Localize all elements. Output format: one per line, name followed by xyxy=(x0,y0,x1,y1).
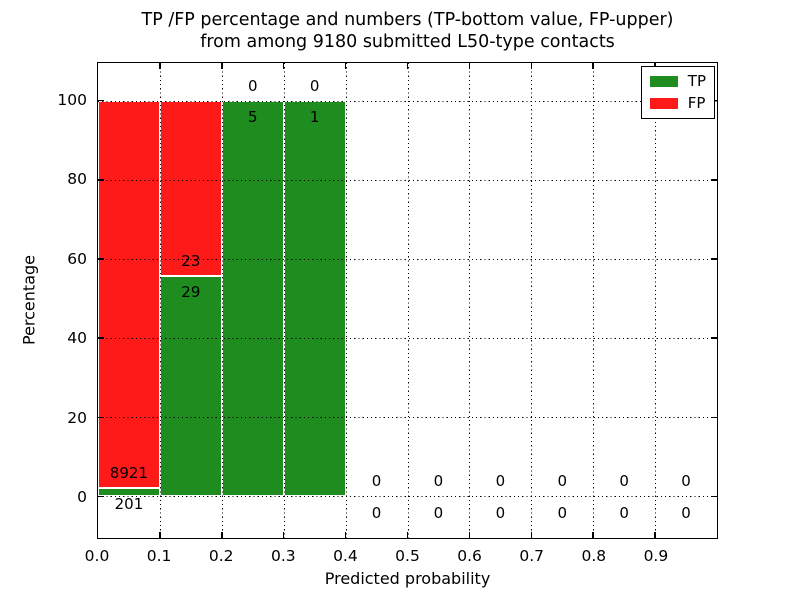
fp-count-label: 0 xyxy=(681,472,691,491)
fp-count-label: 8921 xyxy=(109,463,149,482)
x-tick-mark xyxy=(530,532,533,538)
x-tick-mark xyxy=(592,532,594,538)
fp-bar-segment xyxy=(98,100,160,488)
y-tick-mark xyxy=(98,337,104,339)
chart-title-line-1: TP /FP percentage and numbers (TP-bottom… xyxy=(141,10,674,30)
x-tick-mark xyxy=(468,63,471,69)
x-tick-mark xyxy=(282,63,285,69)
y-tick-mark xyxy=(98,416,104,419)
x-tick-label: 0.5 xyxy=(395,547,420,565)
x-tick-label: 0.2 xyxy=(208,547,234,565)
fp-count-label: 0 xyxy=(557,472,568,491)
horizontal-gridline xyxy=(98,417,717,419)
legend-label-fp: FP xyxy=(687,94,706,112)
tp-count-label: 201 xyxy=(114,494,144,513)
x-tick-label: 0.6 xyxy=(457,547,482,565)
x-tick-mark xyxy=(159,532,161,538)
vertical-gridline xyxy=(221,63,223,538)
horizontal-gridline xyxy=(98,179,717,181)
tp-swatch-icon xyxy=(649,76,678,87)
y-tick-mark xyxy=(711,258,717,260)
vertical-gridline xyxy=(531,63,533,538)
tp-count-label: 0 xyxy=(619,503,629,522)
x-tick-label: 0.0 xyxy=(84,547,110,565)
chart-title: TP /FP percentage and numbers (TP-bottom… xyxy=(97,9,718,53)
y-tick-label: 40 xyxy=(67,329,87,348)
vertical-gridline xyxy=(159,63,161,538)
x-tick-mark xyxy=(654,532,656,538)
legend-entry-tp: TP xyxy=(649,72,706,90)
y-tick-label: 100 xyxy=(57,90,87,109)
y-tick-label: 80 xyxy=(67,170,87,189)
chart-title-line-2: from among 9180 submitted L50-type conta… xyxy=(200,32,615,52)
x-tick-mark xyxy=(221,63,223,69)
y-tick-mark xyxy=(98,495,104,498)
vertical-gridline xyxy=(283,63,285,538)
vertical-gridline xyxy=(407,63,409,538)
vertical-gridline xyxy=(345,63,347,538)
x-tick-label: 0.1 xyxy=(146,547,172,565)
fp-count-label: 0 xyxy=(247,76,258,95)
tp-bar-segment xyxy=(283,100,346,497)
horizontal-gridline xyxy=(98,258,717,260)
plot-area: TP FP 8921 201 23 29 0 5 0 1 0 0 0 0 0 0 0 0 0 0 0 0 xyxy=(97,62,718,539)
fp-bar-segment xyxy=(159,100,222,276)
y-tick-mark xyxy=(98,99,104,102)
x-tick-label: 0.9 xyxy=(643,547,669,565)
y-tick-label: 20 xyxy=(67,408,87,427)
tp-count-label: 0 xyxy=(433,503,444,522)
fp-count-label: 0 xyxy=(495,472,506,491)
tp-count-label: 29 xyxy=(181,282,201,301)
tp-count-label: 0 xyxy=(371,503,382,522)
x-axis-label: Predicted probability xyxy=(324,569,491,588)
fp-count-label: 0 xyxy=(619,472,629,491)
x-tick-mark xyxy=(406,532,409,538)
y-tick-label: 60 xyxy=(67,249,87,268)
x-tick-mark xyxy=(159,63,161,69)
y-tick-mark xyxy=(711,179,717,181)
legend: TP FP xyxy=(640,66,715,119)
x-tick-mark xyxy=(221,532,223,538)
legend-entry-fp: FP xyxy=(649,94,706,112)
y-tick-mark xyxy=(711,416,717,419)
legend-label-tp: TP xyxy=(687,72,706,90)
horizontal-gridline xyxy=(98,496,717,498)
tp-count-label: 0 xyxy=(557,503,568,522)
fp-count-label: 0 xyxy=(371,472,382,491)
horizontal-gridline xyxy=(98,338,717,340)
tp-bar-segment xyxy=(159,275,222,497)
horizontal-gridline xyxy=(98,100,717,102)
fp-count-label: 0 xyxy=(433,472,444,491)
x-tick-mark xyxy=(592,63,594,69)
x-tick-mark xyxy=(406,63,409,69)
x-tick-label: 0.8 xyxy=(581,547,607,565)
fp-count-label: 0 xyxy=(309,76,320,95)
vertical-gridline xyxy=(469,63,471,538)
x-tick-mark xyxy=(344,532,347,538)
fp-count-label: 23 xyxy=(181,251,201,270)
y-tick-mark xyxy=(98,258,104,260)
y-tick-mark xyxy=(711,495,717,498)
y-tick-mark xyxy=(98,179,104,181)
tp-count-label: 5 xyxy=(247,107,258,126)
y-tick-mark xyxy=(711,337,717,339)
x-tick-mark xyxy=(282,532,285,538)
tp-bar-segment xyxy=(98,487,160,497)
tp-count-label: 1 xyxy=(309,107,320,126)
x-tick-label: 0.7 xyxy=(519,547,545,565)
x-tick-label: 0.3 xyxy=(270,547,296,565)
vertical-gridline xyxy=(593,63,595,538)
x-tick-mark xyxy=(344,63,347,69)
x-tick-label: 0.4 xyxy=(333,547,358,565)
tp-count-label: 0 xyxy=(681,503,691,522)
tp-bar-segment xyxy=(221,100,284,497)
fp-swatch-icon xyxy=(649,98,678,109)
vertical-gridline xyxy=(655,63,657,538)
tp-count-label: 0 xyxy=(495,503,506,522)
x-tick-mark xyxy=(530,63,533,69)
y-tick-label: 0 xyxy=(77,488,87,507)
x-tick-mark xyxy=(468,532,471,538)
